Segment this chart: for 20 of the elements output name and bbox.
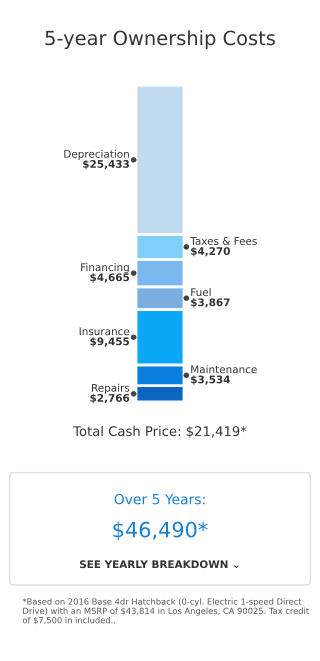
series-label: Maintenance <box>191 365 257 374</box>
data-label: $2,766 <box>90 394 130 404</box>
series-label: Insurance <box>80 327 130 336</box>
text: *Based on 2016 Base 4dr Hatchback (0-cyl. Electric 1-speed Direct Drive) with an MSRP of $43,814 in Los Angeles, CA 90025. Tax credit of $7,500 in included.. <box>22 598 309 624</box>
data-label: $4,270 <box>191 246 230 256</box>
chart-title: 5-year Ownership Costs <box>46 30 275 50</box>
text: $46,490* <box>113 521 208 540</box>
series-label: Repairs <box>92 384 130 394</box>
text: Total Cash Price: $21,419* <box>73 426 246 438</box>
text: Over 5 Years: <box>114 494 205 504</box>
data-label: $9,455 <box>90 337 130 347</box>
series-label: Taxes & Fees <box>190 237 257 245</box>
series-label: Depreciation <box>64 150 129 160</box>
data-label: $3,867 <box>191 298 230 308</box>
data-label: $25,433 <box>83 160 129 170</box>
data-label: $4,665 <box>90 273 130 283</box>
data-label: $3,534 <box>191 375 230 385</box>
text: SEE YEARLY BREAKDOWN ⌄ <box>80 560 239 568</box>
series-label: Financing <box>81 263 129 274</box>
series-label: Fuel <box>191 288 211 296</box>
